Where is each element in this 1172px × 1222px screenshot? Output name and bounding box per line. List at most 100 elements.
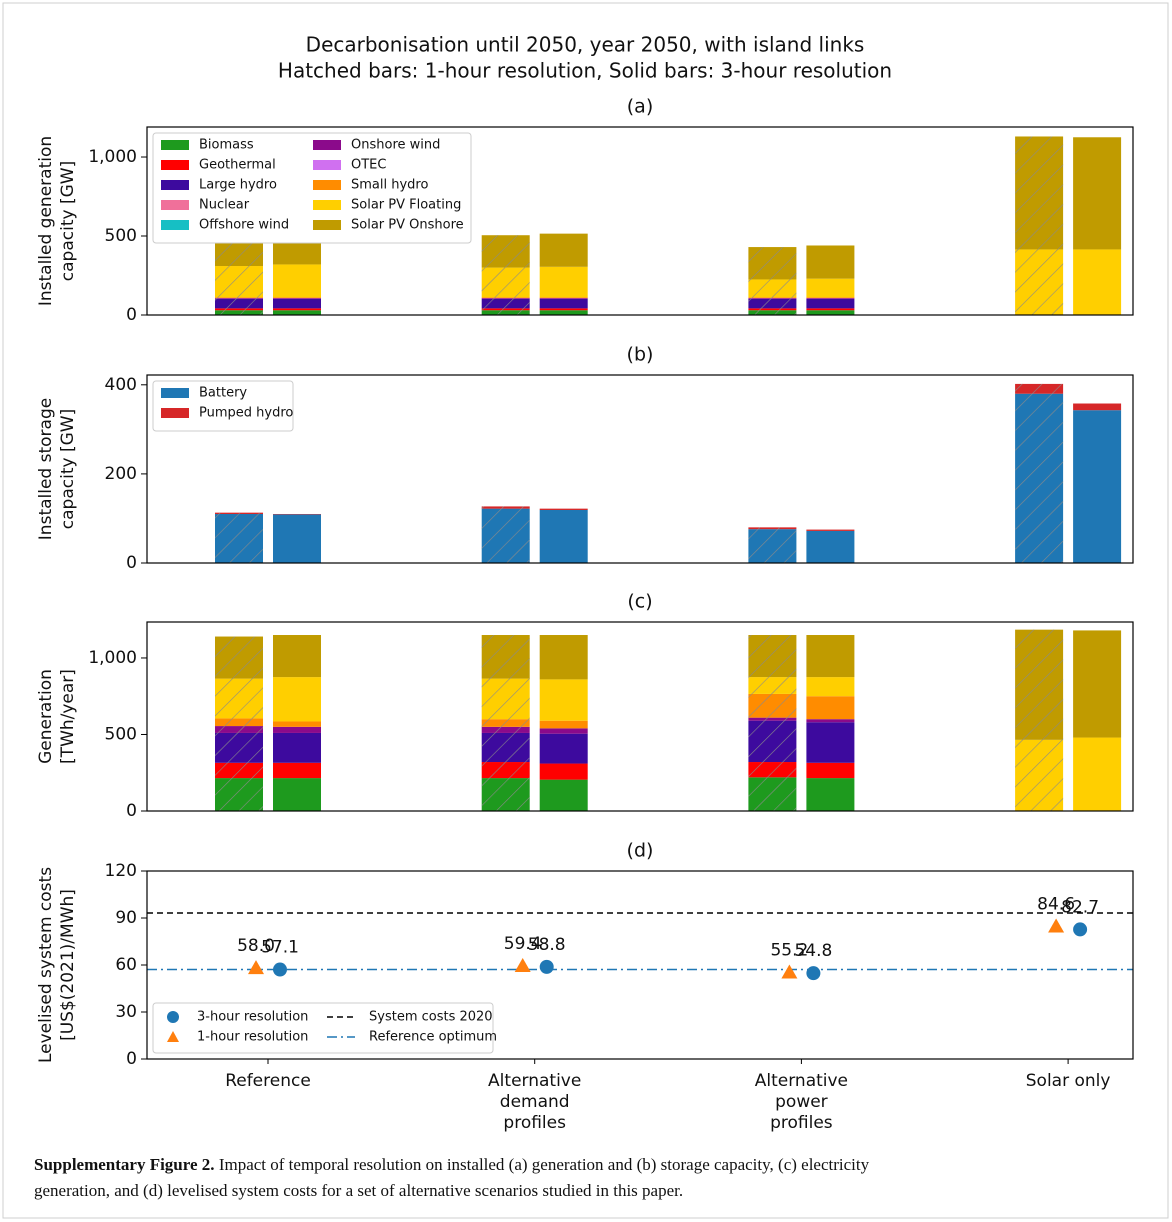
- marker: [1048, 918, 1065, 933]
- bar-segment: [539, 297, 588, 299]
- bar-segment: [1073, 137, 1122, 250]
- marker: [539, 959, 554, 974]
- x-tick-label: Alternative: [755, 1071, 848, 1091]
- bar-segment: [806, 778, 855, 811]
- bar-segment: [539, 308, 588, 311]
- legend-swatch: [313, 200, 341, 210]
- y-tick-label: 60: [115, 955, 137, 975]
- legend-label: Nuclear: [199, 198, 250, 213]
- legend-swatch: [161, 408, 189, 418]
- y-tick-label: 500: [105, 226, 137, 246]
- plot-frame: [146, 126, 1134, 316]
- legend-label: Pumped hydro: [199, 406, 293, 421]
- panel-title: (a): [627, 96, 653, 118]
- bar-segment: [539, 266, 588, 298]
- legend-marker: [167, 1031, 179, 1042]
- bar-segment: [539, 233, 588, 267]
- legend-swatch: [313, 220, 341, 230]
- y-tick-label: 0: [126, 553, 137, 573]
- bar-segment: [806, 722, 855, 763]
- x-tick-label: demand: [500, 1092, 570, 1112]
- marker: [273, 962, 287, 977]
- legend-swatch: [161, 388, 189, 398]
- bar-segment: [1073, 737, 1122, 811]
- bar-segment: [1073, 249, 1122, 315]
- legend-label: Battery: [199, 386, 247, 401]
- hatch-overlay: [481, 506, 530, 563]
- data-label: 57.1: [261, 938, 299, 958]
- x-tick-label: power: [775, 1092, 828, 1112]
- data-label: 82.7: [1061, 897, 1099, 917]
- bar-segment: [806, 297, 855, 299]
- bar-segment: [539, 635, 588, 680]
- bar-segment: [806, 529, 855, 531]
- plot-frame: [146, 621, 1134, 812]
- y-axis-label: Installed generation: [36, 136, 56, 306]
- bar-segment: [806, 298, 855, 299]
- legend-label: Solar PV Onshore: [351, 218, 464, 233]
- bar-segment: [1073, 410, 1122, 563]
- marker: [248, 960, 264, 975]
- bar-segment: [806, 719, 855, 723]
- bar-segment: [539, 763, 588, 780]
- bar-segment: [273, 298, 321, 309]
- panel-title: (b): [627, 344, 654, 366]
- hatch-overlay: [1015, 383, 1064, 563]
- legend-label: Offshore wind: [199, 218, 289, 233]
- bar-segment: [539, 298, 588, 299]
- legend-swatch: [161, 180, 189, 190]
- bar-segment: [273, 732, 321, 763]
- y-axis-label: [US$(2021)/MWh]: [58, 889, 78, 1041]
- hatch-overlay: [1015, 629, 1064, 811]
- x-tick-label: Alternative: [488, 1071, 581, 1091]
- legend-label: Biomass: [199, 138, 254, 153]
- y-axis-label: Installed storage: [36, 398, 56, 540]
- x-tick-label: profiles: [770, 1113, 833, 1133]
- bar-segment: [806, 245, 855, 279]
- marker: [514, 957, 531, 972]
- data-label: 58.8: [528, 935, 566, 955]
- figure-subtitle: Hatched bars: 1-hour resolution, Solid b…: [278, 59, 892, 83]
- bar-segment: [806, 762, 855, 779]
- bar-segment: [273, 726, 321, 733]
- legend-label: Small hydro: [351, 178, 428, 193]
- hatch-overlay: [215, 636, 263, 811]
- legend-swatch: [161, 200, 189, 210]
- data-label: 59.4: [504, 934, 542, 954]
- bar-segment: [273, 635, 321, 678]
- hatch-overlay: [481, 635, 530, 811]
- y-axis-label: Generation: [36, 669, 56, 764]
- y-tick-label: 0: [126, 305, 137, 325]
- bar-segment: [1073, 403, 1122, 411]
- y-tick-label: 120: [105, 861, 137, 881]
- legend-marker: [167, 1011, 179, 1023]
- data-label: 54.8: [794, 941, 832, 961]
- bar-segment: [273, 677, 321, 722]
- y-axis-label: capacity [GW]: [58, 409, 78, 529]
- legend-swatch: [313, 160, 341, 170]
- bar-segment: [806, 278, 855, 298]
- plot-frame: [146, 374, 1134, 564]
- bar-segment: [539, 509, 588, 563]
- y-tick-label: 0: [126, 1049, 137, 1069]
- caption: Supplementary Figure 2. Impact of tempor…: [34, 1155, 870, 1174]
- hatch-overlay: [215, 234, 263, 315]
- legend-label: Solar PV Floating: [351, 198, 461, 213]
- bar-segment: [539, 720, 588, 729]
- figure-title: Decarbonisation until 2050, year 2050, w…: [306, 33, 865, 57]
- bar-segment: [806, 696, 855, 720]
- bar-segment: [273, 762, 321, 779]
- y-tick-label: 30: [115, 1002, 137, 1022]
- y-tick-label: 200: [105, 464, 137, 484]
- legend-label: System costs 2020: [369, 1010, 493, 1025]
- bar-segment: [539, 728, 588, 734]
- caption-text: generation, and (d) levelised system cos…: [34, 1181, 683, 1200]
- bar-segment: [539, 733, 588, 764]
- y-tick-label: 400: [105, 375, 137, 395]
- marker: [781, 964, 798, 979]
- legend-swatch: [161, 140, 189, 150]
- data-label: 58.0: [237, 936, 275, 956]
- caption-label: Supplementary Figure 2.: [34, 1155, 215, 1174]
- panel-title: (d): [627, 840, 654, 862]
